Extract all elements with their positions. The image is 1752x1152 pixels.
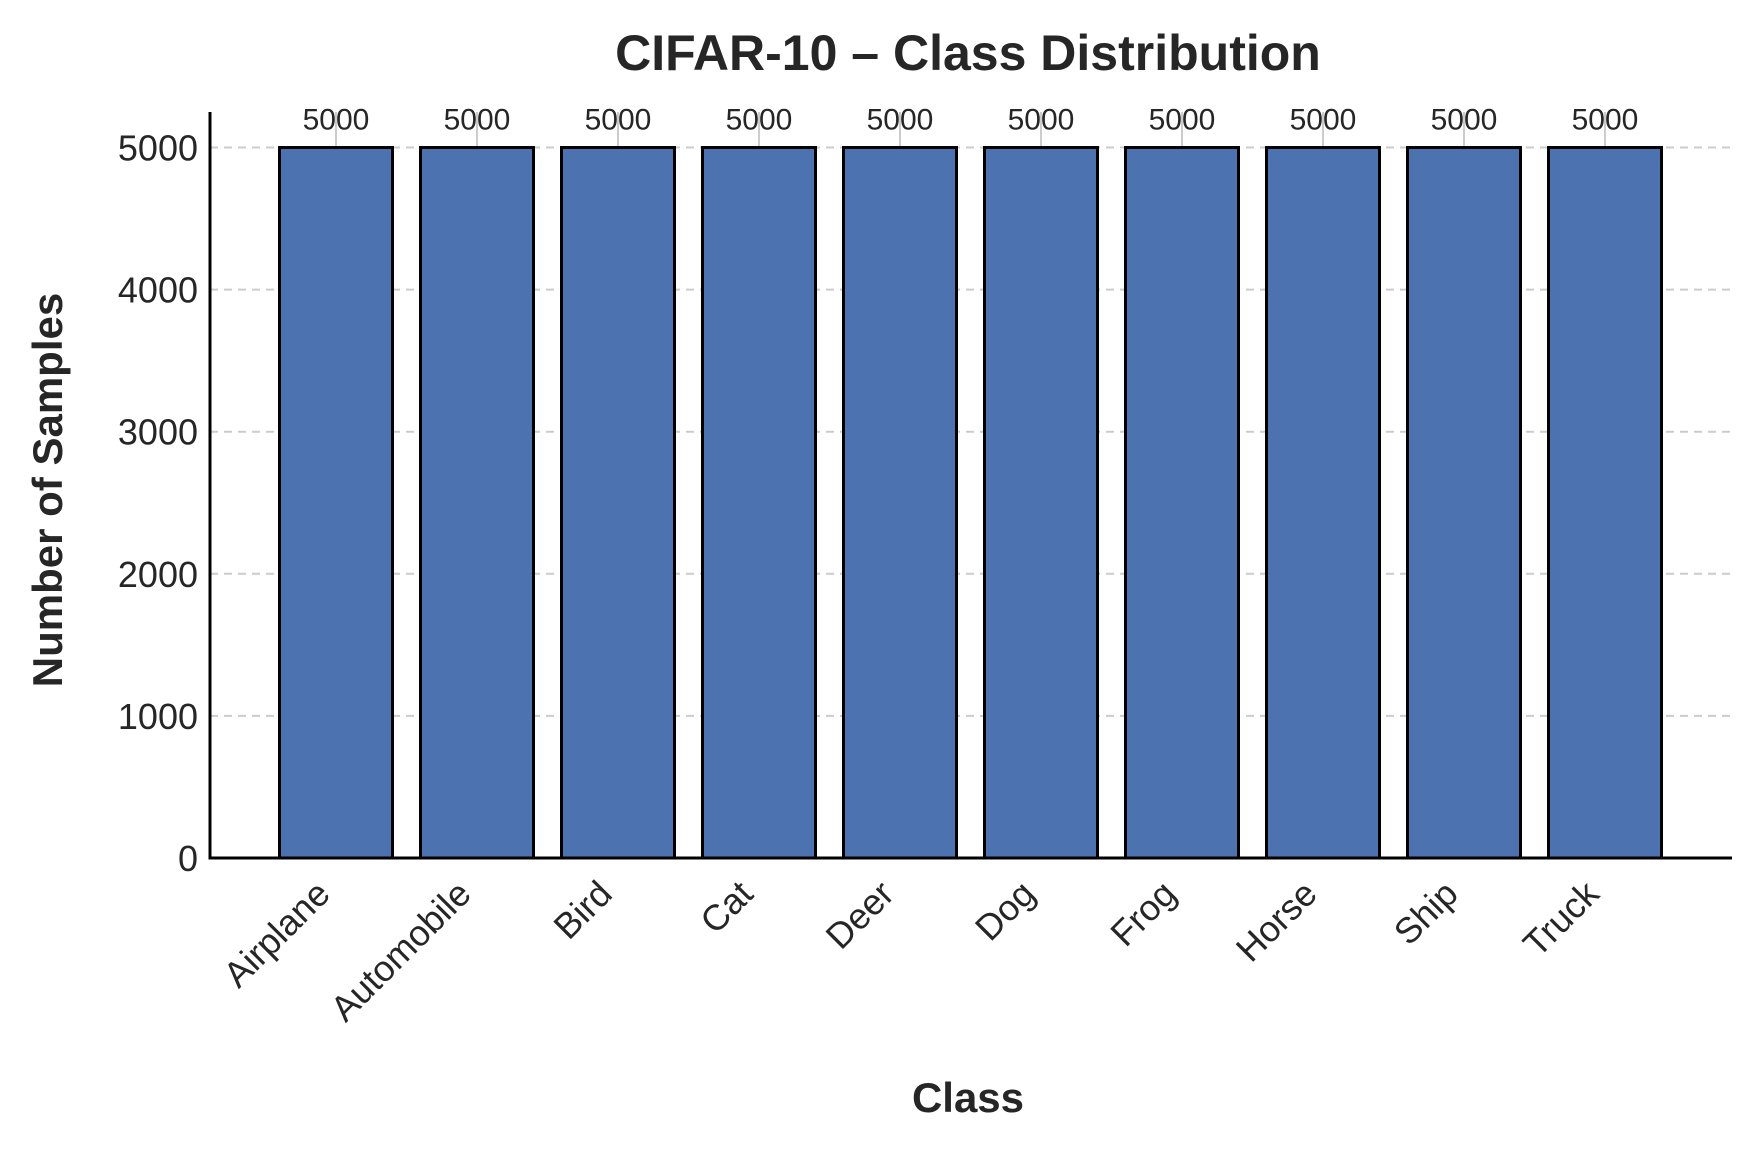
data-label: 5000	[1431, 104, 1498, 137]
y-tick-label: 1000	[118, 696, 198, 737]
data-label: 5000	[867, 104, 934, 137]
bar-ship	[1406, 146, 1522, 860]
data-label: 5000	[585, 104, 652, 137]
x-axis-label: Class	[912, 1074, 1024, 1121]
data-label: 5000	[1008, 104, 1075, 137]
data-label: 5000	[1572, 104, 1639, 137]
chart-title: CIFAR-10 – Class Distribution	[615, 25, 1321, 81]
bar-bird	[560, 146, 676, 860]
bars	[278, 146, 1663, 860]
bar-deer	[842, 146, 958, 860]
y-tick-label: 0	[178, 838, 198, 879]
bar-airplane	[278, 146, 394, 860]
data-label: 5000	[1290, 104, 1357, 137]
axes	[208, 112, 1732, 860]
data-label: 5000	[444, 104, 511, 137]
bar-horse	[1265, 146, 1381, 860]
y-tick-label: 4000	[118, 270, 198, 311]
data-label: 5000	[303, 104, 370, 137]
bar-truck	[1547, 146, 1663, 860]
bar-dog	[983, 146, 1099, 860]
bar-frog	[1124, 146, 1240, 860]
y-tick-label: 2000	[118, 554, 198, 595]
y-axis-label: Number of Samples	[24, 293, 71, 687]
y-tick-label: 5000	[118, 128, 198, 169]
bar-automobile	[419, 146, 535, 860]
y-tick-label: 3000	[118, 412, 198, 453]
data-label: 5000	[726, 104, 793, 137]
bar-cat	[701, 146, 817, 860]
data-label: 5000	[1149, 104, 1216, 137]
